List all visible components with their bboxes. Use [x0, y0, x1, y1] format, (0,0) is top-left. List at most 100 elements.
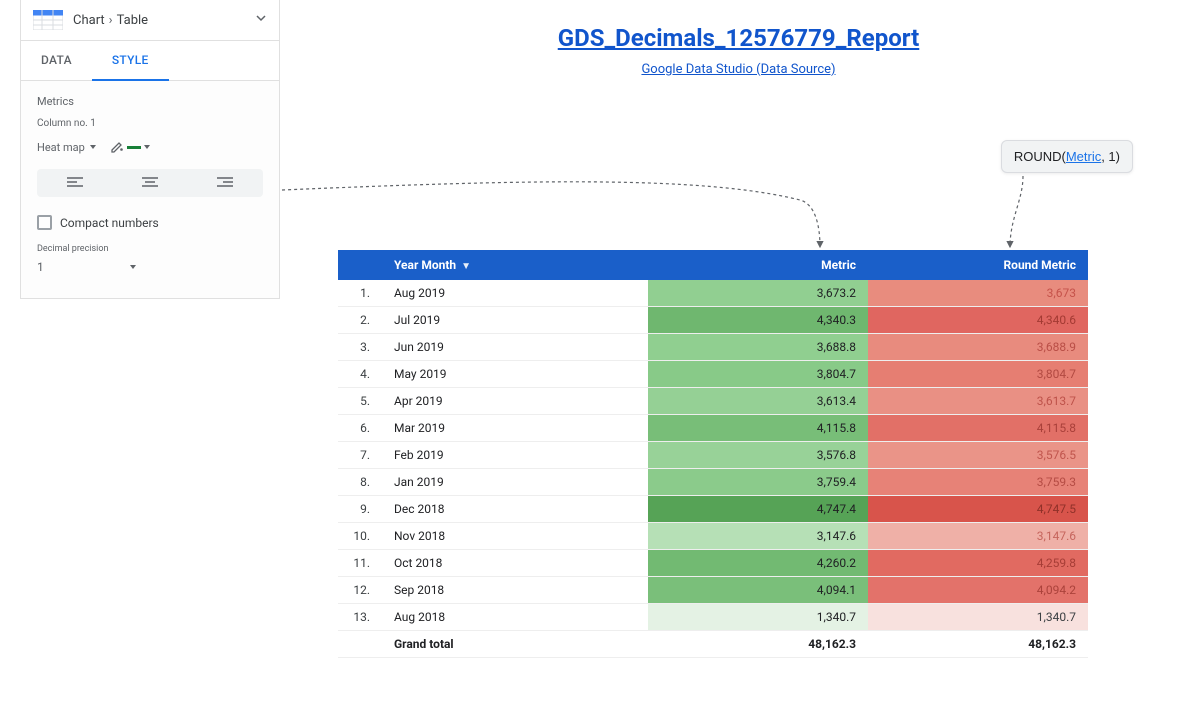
- metric-display-label: Heat map: [37, 141, 85, 154]
- row-year-month: Jun 2019: [382, 334, 648, 361]
- report-subtitle: Google Data Studio (Data Source): [300, 62, 1177, 77]
- row-year-month: Jan 2019: [382, 469, 648, 496]
- grand-total-round: 48,162.3: [868, 631, 1088, 658]
- report-title-link[interactable]: GDS_Decimals_12576779_Report: [558, 24, 920, 52]
- row-round-metric: 3,759.3: [868, 469, 1088, 496]
- align-center-button[interactable]: [112, 169, 187, 197]
- formula-suffix: , 1): [1101, 149, 1120, 164]
- row-index: 10.: [338, 523, 382, 550]
- style-panel: Chart › Table DATA STYLE Metrics Column …: [20, 0, 280, 299]
- breadcrumb-table: Table: [117, 13, 148, 28]
- row-index: 5.: [338, 388, 382, 415]
- column-number-label: Column no. 1: [37, 118, 263, 129]
- table-row[interactable]: 8.Jan 20193,759.43,759.3: [338, 469, 1088, 496]
- row-metric: 3,147.6: [648, 523, 868, 550]
- tab-data[interactable]: DATA: [21, 41, 92, 80]
- row-index: 11.: [338, 550, 382, 577]
- formula-metric-ref: Metric: [1066, 149, 1101, 164]
- row-metric: 3,804.7: [648, 361, 868, 388]
- report-subtitle-link[interactable]: Google Data Studio (Data Source): [641, 62, 835, 77]
- row-index: 4.: [338, 361, 382, 388]
- row-year-month: Feb 2019: [382, 442, 648, 469]
- row-round-metric: 3,147.6: [868, 523, 1088, 550]
- table-row[interactable]: 9.Dec 20184,747.44,747.5: [338, 496, 1088, 523]
- align-right-button[interactable]: [188, 169, 263, 197]
- row-round-metric: 4,340.6: [868, 307, 1088, 334]
- compact-numbers-row[interactable]: Compact numbers: [37, 215, 263, 230]
- row-metric: 3,688.8: [648, 334, 868, 361]
- row-year-month: Mar 2019: [382, 415, 648, 442]
- formula-prefix: ROUND(: [1014, 149, 1066, 164]
- table-row[interactable]: 1.Aug 20193,673.23,673: [338, 280, 1088, 307]
- table-row[interactable]: 6.Mar 20194,115.84,115.8: [338, 415, 1088, 442]
- col-metric[interactable]: Metric: [648, 250, 868, 280]
- heatmap-color-picker[interactable]: [109, 139, 151, 155]
- row-year-month: Dec 2018: [382, 496, 648, 523]
- row-round-metric: 3,613.7: [868, 388, 1088, 415]
- row-year-month: Aug 2019: [382, 280, 648, 307]
- breadcrumb: Chart › Table: [73, 13, 247, 28]
- table-header-row: Year Month ▼ Metric Round Metric: [338, 250, 1088, 280]
- row-metric: 4,115.8: [648, 415, 868, 442]
- row-round-metric: 4,747.5: [868, 496, 1088, 523]
- report-title: GDS_Decimals_12576779_Report: [300, 24, 1177, 52]
- row-index: 1.: [338, 280, 382, 307]
- row-year-month: May 2019: [382, 361, 648, 388]
- row-round-metric: 4,115.8: [868, 415, 1088, 442]
- table-row[interactable]: 10.Nov 20183,147.63,147.6: [338, 523, 1088, 550]
- row-round-metric: 3,576.5: [868, 442, 1088, 469]
- table-chart-icon: [33, 10, 65, 30]
- row-index: 9.: [338, 496, 382, 523]
- col-round-metric[interactable]: Round Metric: [868, 250, 1088, 280]
- row-index: 7.: [338, 442, 382, 469]
- data-table: Year Month ▼ Metric Round Metric 1.Aug 2…: [338, 250, 1088, 658]
- row-round-metric: 3,804.7: [868, 361, 1088, 388]
- row-year-month: Sep 2018: [382, 577, 648, 604]
- color-swatch: [127, 146, 141, 149]
- table-row[interactable]: 4.May 20193,804.73,804.7: [338, 361, 1088, 388]
- precision-value: 1: [37, 260, 44, 274]
- table-row[interactable]: 2.Jul 20194,340.34,340.6: [338, 307, 1088, 334]
- row-year-month: Nov 2018: [382, 523, 648, 550]
- table-row[interactable]: 5.Apr 20193,613.43,613.7: [338, 388, 1088, 415]
- compact-numbers-checkbox[interactable]: [37, 215, 52, 230]
- row-year-month: Apr 2019: [382, 388, 648, 415]
- grand-total-row: Grand total 48,162.3 48,162.3: [338, 631, 1088, 658]
- metric-display-select[interactable]: Heat map: [37, 141, 97, 154]
- align-left-button[interactable]: [37, 169, 112, 197]
- row-index: 8.: [338, 469, 382, 496]
- row-metric: 3,576.8: [648, 442, 868, 469]
- table-row[interactable]: 11.Oct 20184,260.24,259.8: [338, 550, 1088, 577]
- row-index: 13.: [338, 604, 382, 631]
- grand-total-label: Grand total: [382, 631, 648, 658]
- panel-body: Metrics Column no. 1 Heat map: [21, 81, 279, 298]
- table-row[interactable]: 7.Feb 20193,576.83,576.5: [338, 442, 1088, 469]
- row-year-month: Oct 2018: [382, 550, 648, 577]
- row-year-month: Jul 2019: [382, 307, 648, 334]
- table-row[interactable]: 13.Aug 20181,340.71,340.7: [338, 604, 1088, 631]
- grand-total-metric: 48,162.3: [648, 631, 868, 658]
- sort-descending-icon: ▼: [461, 261, 471, 272]
- tab-style[interactable]: STYLE: [92, 41, 169, 81]
- row-round-metric: 4,259.8: [868, 550, 1088, 577]
- chevron-down-icon[interactable]: [255, 12, 267, 28]
- breadcrumb-chart[interactable]: Chart: [73, 13, 105, 28]
- col-year-month[interactable]: Year Month ▼: [382, 250, 648, 280]
- row-metric: 1,340.7: [648, 604, 868, 631]
- row-index: 2.: [338, 307, 382, 334]
- row-metric: 4,094.1: [648, 577, 868, 604]
- row-metric: 3,673.2: [648, 280, 868, 307]
- precision-label: Decimal precision: [37, 244, 263, 254]
- row-round-metric: 1,340.7: [868, 604, 1088, 631]
- row-index: 12.: [338, 577, 382, 604]
- table-row[interactable]: 3.Jun 20193,688.83,688.9: [338, 334, 1088, 361]
- precision-select[interactable]: 1: [37, 256, 137, 278]
- row-metric: 4,340.3: [648, 307, 868, 334]
- chevron-right-icon: ›: [109, 13, 113, 28]
- table-row[interactable]: 12.Sep 20184,094.14,094.2: [338, 577, 1088, 604]
- panel-tabs: DATA STYLE: [21, 41, 279, 81]
- alignment-group: [37, 169, 263, 197]
- row-round-metric: 3,673: [868, 280, 1088, 307]
- row-metric: 3,613.4: [648, 388, 868, 415]
- compact-numbers-label: Compact numbers: [60, 216, 159, 230]
